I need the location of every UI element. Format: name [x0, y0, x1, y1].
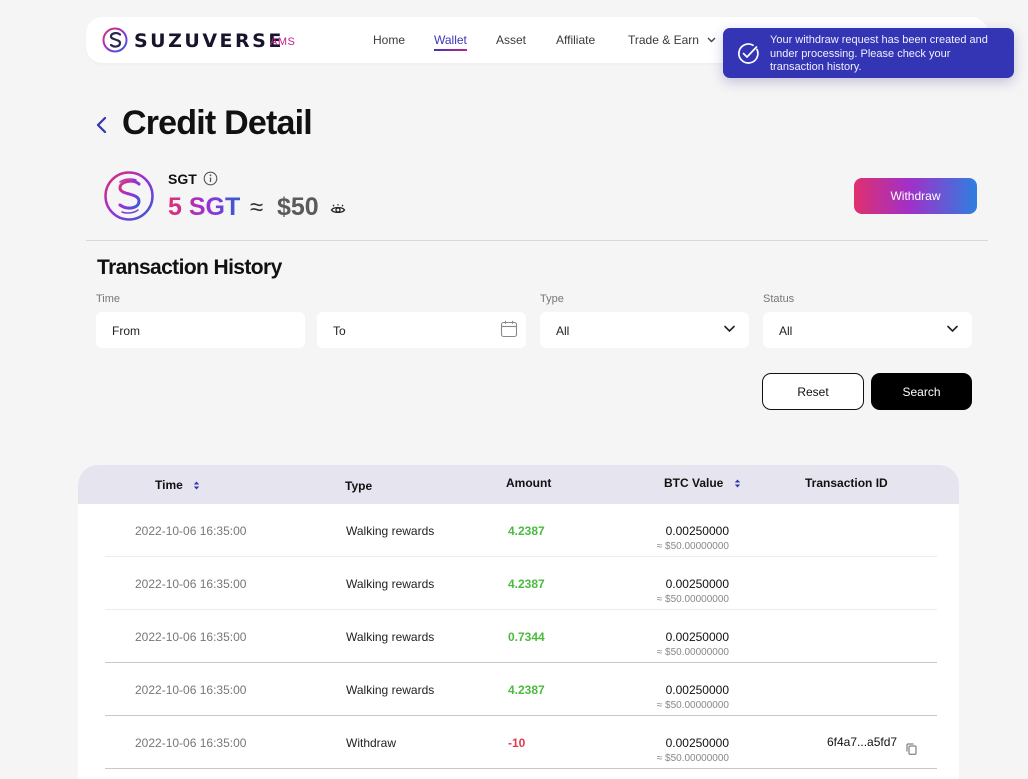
active-nav-underline	[434, 49, 467, 51]
row-divider	[105, 715, 937, 716]
column-header-type: Type	[345, 479, 373, 493]
info-icon[interactable]	[203, 171, 218, 186]
brand-name: SUZUVERSE	[134, 30, 284, 52]
row-amount: -10	[508, 736, 526, 750]
row-usd-value: ≈ $50.00000000	[656, 541, 729, 552]
column-header-transaction-id: Transaction ID	[805, 476, 888, 490]
row-time: 2022-10-06 16:35:00	[135, 524, 247, 538]
suzuverse-logo-icon[interactable]	[102, 27, 128, 53]
approx-sign: ≈	[250, 194, 264, 221]
row-transaction-id[interactable]: 6f4a7...a5fd7	[827, 735, 898, 749]
type-filter-label: Type	[540, 293, 564, 305]
row-btc-value: 0.00250000	[665, 577, 729, 591]
column-header-time-label: Time	[155, 478, 183, 492]
table-row[interactable]: 2022-10-06 16:35:00 Walking rewards 0.73…	[78, 610, 959, 663]
reset-button[interactable]: Reset	[762, 373, 864, 410]
type-select-value: All	[556, 324, 570, 338]
column-header-amount: Amount	[506, 476, 552, 490]
page-title: Credit Detail	[122, 104, 313, 142]
row-amount: 4.2387	[508, 577, 545, 591]
row-btc-value: 0.00250000	[665, 630, 729, 644]
nav-home[interactable]: Home	[373, 33, 406, 47]
row-amount: 4.2387	[508, 524, 545, 538]
column-header-btc-value-label: BTC Value	[664, 476, 724, 490]
row-divider	[105, 662, 937, 663]
time-filter-label: Time	[96, 293, 121, 305]
row-time: 2022-10-06 16:35:00	[135, 630, 247, 644]
row-amount: 4.2387	[508, 683, 545, 697]
row-usd-value: ≈ $50.00000000	[656, 594, 729, 605]
row-divider	[105, 768, 937, 769]
nav-wallet[interactable]: Wallet	[434, 33, 467, 51]
section-divider	[86, 240, 988, 241]
row-divider	[105, 556, 937, 557]
nav-trade-earn[interactable]: Trade & Earn	[628, 33, 716, 47]
column-header-btc-value[interactable]: BTC Value	[664, 476, 741, 490]
to-date-placeholder: To	[333, 324, 346, 338]
row-usd-value: ≈ $50.00000000	[656, 700, 729, 711]
brand-tag: AMS	[270, 36, 296, 48]
row-type: Walking rewards	[346, 524, 435, 538]
table-row[interactable]: 2022-10-06 16:35:00 Walking rewards 4.23…	[78, 557, 959, 610]
balance-usd-value: $50	[277, 193, 319, 221]
back-arrow-icon[interactable]	[92, 113, 112, 137]
calendar-icon[interactable]	[500, 320, 518, 338]
row-type: Walking rewards	[346, 630, 435, 644]
row-usd-value: ≈ $50.00000000	[656, 647, 729, 658]
chevron-down-icon	[947, 325, 958, 333]
table-row[interactable]: 2022-10-06 16:35:00 Walking rewards 4.23…	[78, 663, 959, 716]
row-type: Withdraw	[346, 736, 397, 750]
row-type: Walking rewards	[346, 577, 435, 591]
nav-wallet-label: Wallet	[434, 33, 467, 47]
from-date-input[interactable]: From	[96, 312, 305, 348]
status-filter-label: Status	[763, 293, 795, 305]
token-balance: 5 SGT	[168, 193, 241, 221]
nav-affiliate[interactable]: Affiliate	[556, 33, 596, 47]
row-btc-value: 0.00250000	[665, 736, 729, 750]
copy-icon[interactable]	[906, 743, 917, 755]
eye-icon[interactable]	[330, 203, 346, 217]
sgt-token-icon	[104, 171, 154, 221]
withdraw-success-toast[interactable]: Your withdraw request has been created a…	[723, 28, 1014, 78]
status-select-value: All	[779, 324, 793, 338]
type-select[interactable]: All	[540, 312, 749, 348]
chevron-down-icon	[707, 37, 716, 43]
to-date-input[interactable]: To	[317, 312, 526, 348]
nav-trade-earn-label: Trade & Earn	[628, 33, 699, 47]
column-header-time[interactable]: Time	[155, 478, 200, 492]
row-usd-value: ≈ $50.00000000	[656, 753, 729, 764]
row-time: 2022-10-06 16:35:00	[135, 736, 247, 750]
sort-icon[interactable]	[734, 479, 741, 488]
row-amount: 0.7344	[508, 630, 545, 644]
table-header: Time Type Amount BTC Value Transaction I…	[78, 465, 959, 504]
withdraw-button[interactable]: Withdraw	[854, 178, 977, 214]
transaction-history-title: Transaction History	[97, 256, 282, 279]
row-divider	[105, 609, 937, 610]
row-type: Walking rewards	[346, 683, 435, 697]
token-name: SGT	[168, 171, 197, 187]
chevron-down-icon	[724, 325, 735, 333]
table-row[interactable]: 2022-10-06 16:35:00 Withdraw -10 0.00250…	[78, 716, 959, 769]
transaction-table: Time Type Amount BTC Value Transaction I…	[78, 465, 959, 779]
row-time: 2022-10-06 16:35:00	[135, 683, 247, 697]
from-date-placeholder: From	[112, 324, 140, 338]
check-circle-icon	[738, 43, 759, 64]
search-button[interactable]: Search	[871, 373, 972, 410]
toast-message: Your withdraw request has been created a…	[770, 34, 988, 73]
nav-asset[interactable]: Asset	[496, 33, 527, 47]
row-btc-value: 0.00250000	[665, 683, 729, 697]
row-btc-value: 0.00250000	[665, 524, 729, 538]
row-time: 2022-10-06 16:35:00	[135, 577, 247, 591]
status-select[interactable]: All	[763, 312, 972, 348]
sort-icon[interactable]	[193, 481, 200, 490]
table-row[interactable]: 2022-10-06 16:35:00 Walking rewards 4.23…	[78, 504, 959, 557]
